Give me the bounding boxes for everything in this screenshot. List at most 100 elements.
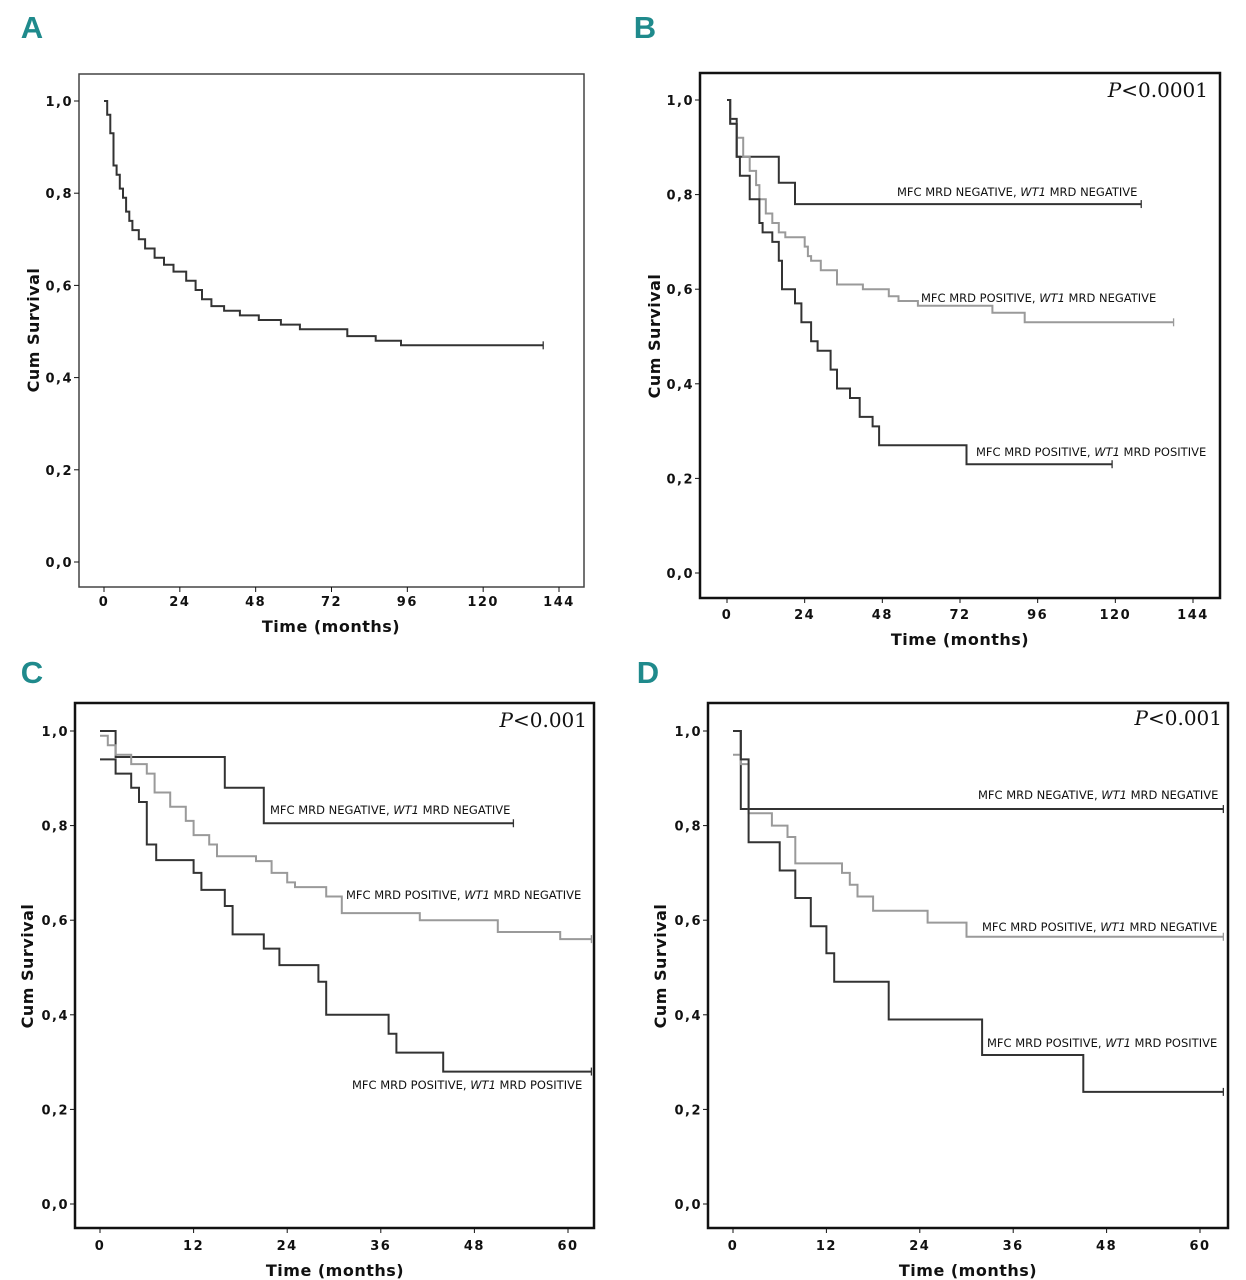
- x-tick-label: 48: [245, 595, 266, 610]
- x-tick-label: 72: [949, 608, 970, 623]
- y-tick-label: 0,8: [41, 820, 69, 835]
- y-axis-label: Cum Survival: [24, 268, 43, 393]
- x-tick-label: 120: [467, 595, 499, 610]
- curve-label-pre: MFC MRD POSITIVE,: [976, 445, 1094, 459]
- x-tick-label: 60: [1189, 1239, 1210, 1254]
- x-tick-label: 24: [277, 1239, 298, 1254]
- plot-frame: [706, 701, 1230, 1230]
- y-tick-label: 0,2: [45, 464, 73, 479]
- curve-label-gene: WT1: [1020, 185, 1046, 199]
- curve-label-gene: WT1: [1101, 788, 1127, 802]
- x-tick-label: 48: [1096, 1239, 1117, 1254]
- survival-curve-2: [733, 730, 1224, 1093]
- x-tick-label: 120: [1100, 608, 1132, 623]
- y-tick-label: 0,2: [666, 472, 694, 487]
- curve-label-pre: MFC MRD POSITIVE,: [352, 1078, 470, 1092]
- p-value-text: <0.001: [1148, 706, 1222, 730]
- panel-d: D 0 12 24 36 48 60 0,0 0,2 0,4 0,6 0,8 1,0 Time (mont…: [637, 655, 1230, 1280]
- x-tick-label: 0: [95, 1239, 106, 1254]
- curve-label-pre: MFC MRD POSITIVE,: [987, 1036, 1105, 1050]
- x-tick-label: 96: [1027, 608, 1048, 623]
- plot-frame: [78, 73, 585, 588]
- x-tick-label: 36: [370, 1239, 391, 1254]
- y-tick-label: 1,0: [41, 725, 69, 740]
- y-tick-label: 0,6: [666, 283, 694, 298]
- p-value-symbol: P: [499, 708, 514, 732]
- curve-label-post: MRD NEGATIVE: [1127, 788, 1218, 802]
- p-value: P<0.001: [1134, 706, 1222, 730]
- y-tick-label: 0,0: [674, 1198, 702, 1213]
- y-tick-label: 0,4: [666, 378, 694, 393]
- curve-label-post: MRD NEGATIVE: [1065, 291, 1156, 305]
- plot-frame: [73, 701, 596, 1230]
- y-tick-label: 0,6: [41, 914, 69, 929]
- y-axis-label: Cum Survival: [18, 904, 37, 1029]
- survival-curve-1: [100, 734, 592, 941]
- y-tick-label: 0,4: [674, 1009, 702, 1024]
- x-tick-label: 0: [722, 608, 733, 623]
- x-tick-label: 36: [1003, 1239, 1024, 1254]
- curve-label-pre: MFC MRD POSITIVE,: [346, 888, 464, 902]
- curve-label-pre: MFC MRD NEGATIVE,: [897, 185, 1020, 199]
- survival-curve-2: [727, 99, 1113, 466]
- curve-label-post: MRD POSITIVE: [1120, 445, 1206, 459]
- curve-label-post: MRD NEGATIVE: [490, 888, 581, 902]
- survival-curve-1: [727, 99, 1174, 324]
- panel-a: A 0 24 48 72 96 120 144 0,0 0,2 0,4 0,6 0,8 1,0 Time (…: [21, 10, 585, 636]
- y-tick-label: 0,8: [45, 187, 73, 202]
- curve-label-post: MRD NEGATIVE: [1126, 920, 1217, 934]
- curve-label: MFC MRD POSITIVE, WT1 MRD POSITIVE: [976, 445, 1206, 459]
- y-tick-label: 0,6: [45, 279, 73, 294]
- y-tick-label: 0,2: [41, 1103, 69, 1118]
- y-tick-label: 0,8: [674, 820, 702, 835]
- panel-letter: A: [21, 10, 43, 45]
- x-tick-label: 0: [728, 1239, 739, 1254]
- curve-label-gene: WT1: [464, 888, 490, 902]
- curve-label-pre: MFC MRD NEGATIVE,: [978, 788, 1101, 802]
- curve-label-gene: WT1: [1094, 445, 1120, 459]
- x-axis-label: Time (months): [262, 617, 400, 636]
- panel-letter: D: [637, 655, 659, 690]
- curve-label: MFC MRD POSITIVE, WT1 MRD POSITIVE: [352, 1078, 582, 1092]
- curve-label-gene: WT1: [393, 803, 419, 817]
- x-axis-label: Time (months): [891, 630, 1029, 649]
- x-tick-label: 12: [183, 1239, 204, 1254]
- curve-label-post: MRD NEGATIVE: [1046, 185, 1137, 199]
- curve-label: MFC MRD NEGATIVE, WT1 MRD NEGATIVE: [978, 788, 1218, 802]
- x-tick-label: 60: [557, 1239, 578, 1254]
- y-tick-label: 1,0: [674, 725, 702, 740]
- y-tick-label: 0,8: [666, 189, 694, 204]
- x-tick-label: 144: [1177, 608, 1209, 623]
- panel-letter: C: [21, 655, 43, 690]
- curve-label-gene: WT1: [1105, 1036, 1131, 1050]
- y-axis-label: Cum Survival: [651, 904, 670, 1029]
- curve-label: MFC MRD POSITIVE, WT1 MRD NEGATIVE: [346, 888, 581, 902]
- p-value: P<0.0001: [1107, 78, 1208, 102]
- y-tick-label: 0,4: [41, 1009, 69, 1024]
- survival-curve-2: [100, 758, 592, 1073]
- curve-label-pre: MFC MRD POSITIVE,: [982, 920, 1100, 934]
- x-tick-label: 72: [321, 595, 342, 610]
- curve-label-post: MRD POSITIVE: [496, 1078, 582, 1092]
- survival-curve-0: [100, 730, 514, 825]
- y-tick-label: 0,0: [41, 1198, 69, 1213]
- p-value-symbol: P: [1134, 706, 1149, 730]
- curve-label-gene: WT1: [470, 1078, 496, 1092]
- x-tick-label: 24: [794, 608, 815, 623]
- x-axis-label: Time (months): [266, 1261, 404, 1280]
- curve-label: MFC MRD NEGATIVE, WT1 MRD NEGATIVE: [897, 185, 1137, 199]
- survival-curve-all: [104, 100, 544, 347]
- x-tick-label: 0: [99, 595, 110, 610]
- p-value-text: <0.001: [513, 708, 587, 732]
- curve-label: MFC MRD POSITIVE, WT1 MRD NEGATIVE: [982, 920, 1217, 934]
- curve-label-pre: MFC MRD POSITIVE,: [921, 291, 1039, 305]
- curve-label-gene: WT1: [1039, 291, 1065, 305]
- p-value-text: <0.0001: [1121, 78, 1208, 102]
- x-tick-label: 48: [464, 1239, 485, 1254]
- panel-b: B 0 24 48 72 96 120 144 0,0 0,2 0,4 0,6 0,8 1,0 Time (…: [634, 10, 1222, 649]
- x-tick-label: 48: [872, 608, 893, 623]
- y-tick-label: 0,4: [45, 372, 73, 387]
- y-axis-label: Cum Survival: [645, 274, 664, 399]
- x-tick-label: 12: [816, 1239, 837, 1254]
- curve-label-pre: MFC MRD NEGATIVE,: [270, 803, 393, 817]
